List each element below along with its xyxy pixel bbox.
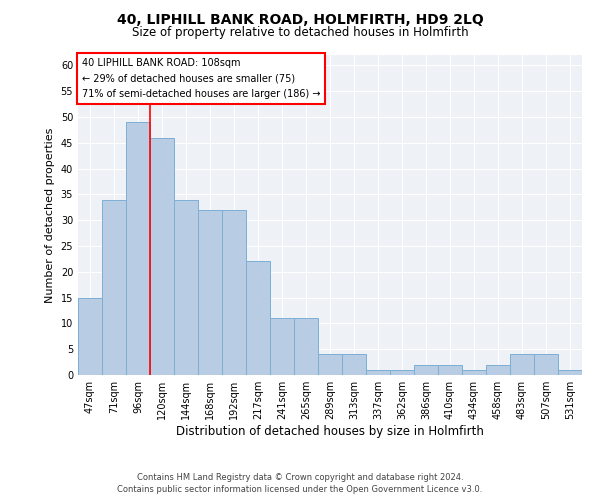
Text: Size of property relative to detached houses in Holmfirth: Size of property relative to detached ho… (131, 26, 469, 39)
Bar (198, 210, 222, 375)
Bar (150, 138, 174, 375)
Bar (462, 370, 486, 375)
Bar (534, 354, 558, 375)
Y-axis label: Number of detached properties: Number of detached properties (45, 128, 55, 302)
Bar (78, 298, 102, 375)
Bar (342, 354, 366, 375)
Bar (246, 262, 270, 375)
Text: 40, LIPHILL BANK ROAD, HOLMFIRTH, HD9 2LQ: 40, LIPHILL BANK ROAD, HOLMFIRTH, HD9 2L… (116, 12, 484, 26)
Bar (126, 122, 150, 375)
Bar (294, 318, 318, 375)
Bar (390, 370, 414, 375)
Bar (270, 318, 294, 375)
Bar (222, 210, 246, 375)
X-axis label: Distribution of detached houses by size in Holmfirth: Distribution of detached houses by size … (176, 425, 484, 438)
Bar (102, 200, 126, 375)
Text: Contains HM Land Registry data © Crown copyright and database right 2024.
Contai: Contains HM Land Registry data © Crown c… (118, 472, 482, 494)
Bar (414, 364, 438, 375)
Text: 40 LIPHILL BANK ROAD: 108sqm
← 29% of detached houses are smaller (75)
71% of se: 40 LIPHILL BANK ROAD: 108sqm ← 29% of de… (82, 58, 320, 99)
Bar (510, 354, 534, 375)
Bar (318, 354, 342, 375)
Bar (486, 364, 510, 375)
Bar (558, 370, 582, 375)
Bar (438, 364, 462, 375)
Bar (174, 200, 198, 375)
Bar (366, 370, 390, 375)
